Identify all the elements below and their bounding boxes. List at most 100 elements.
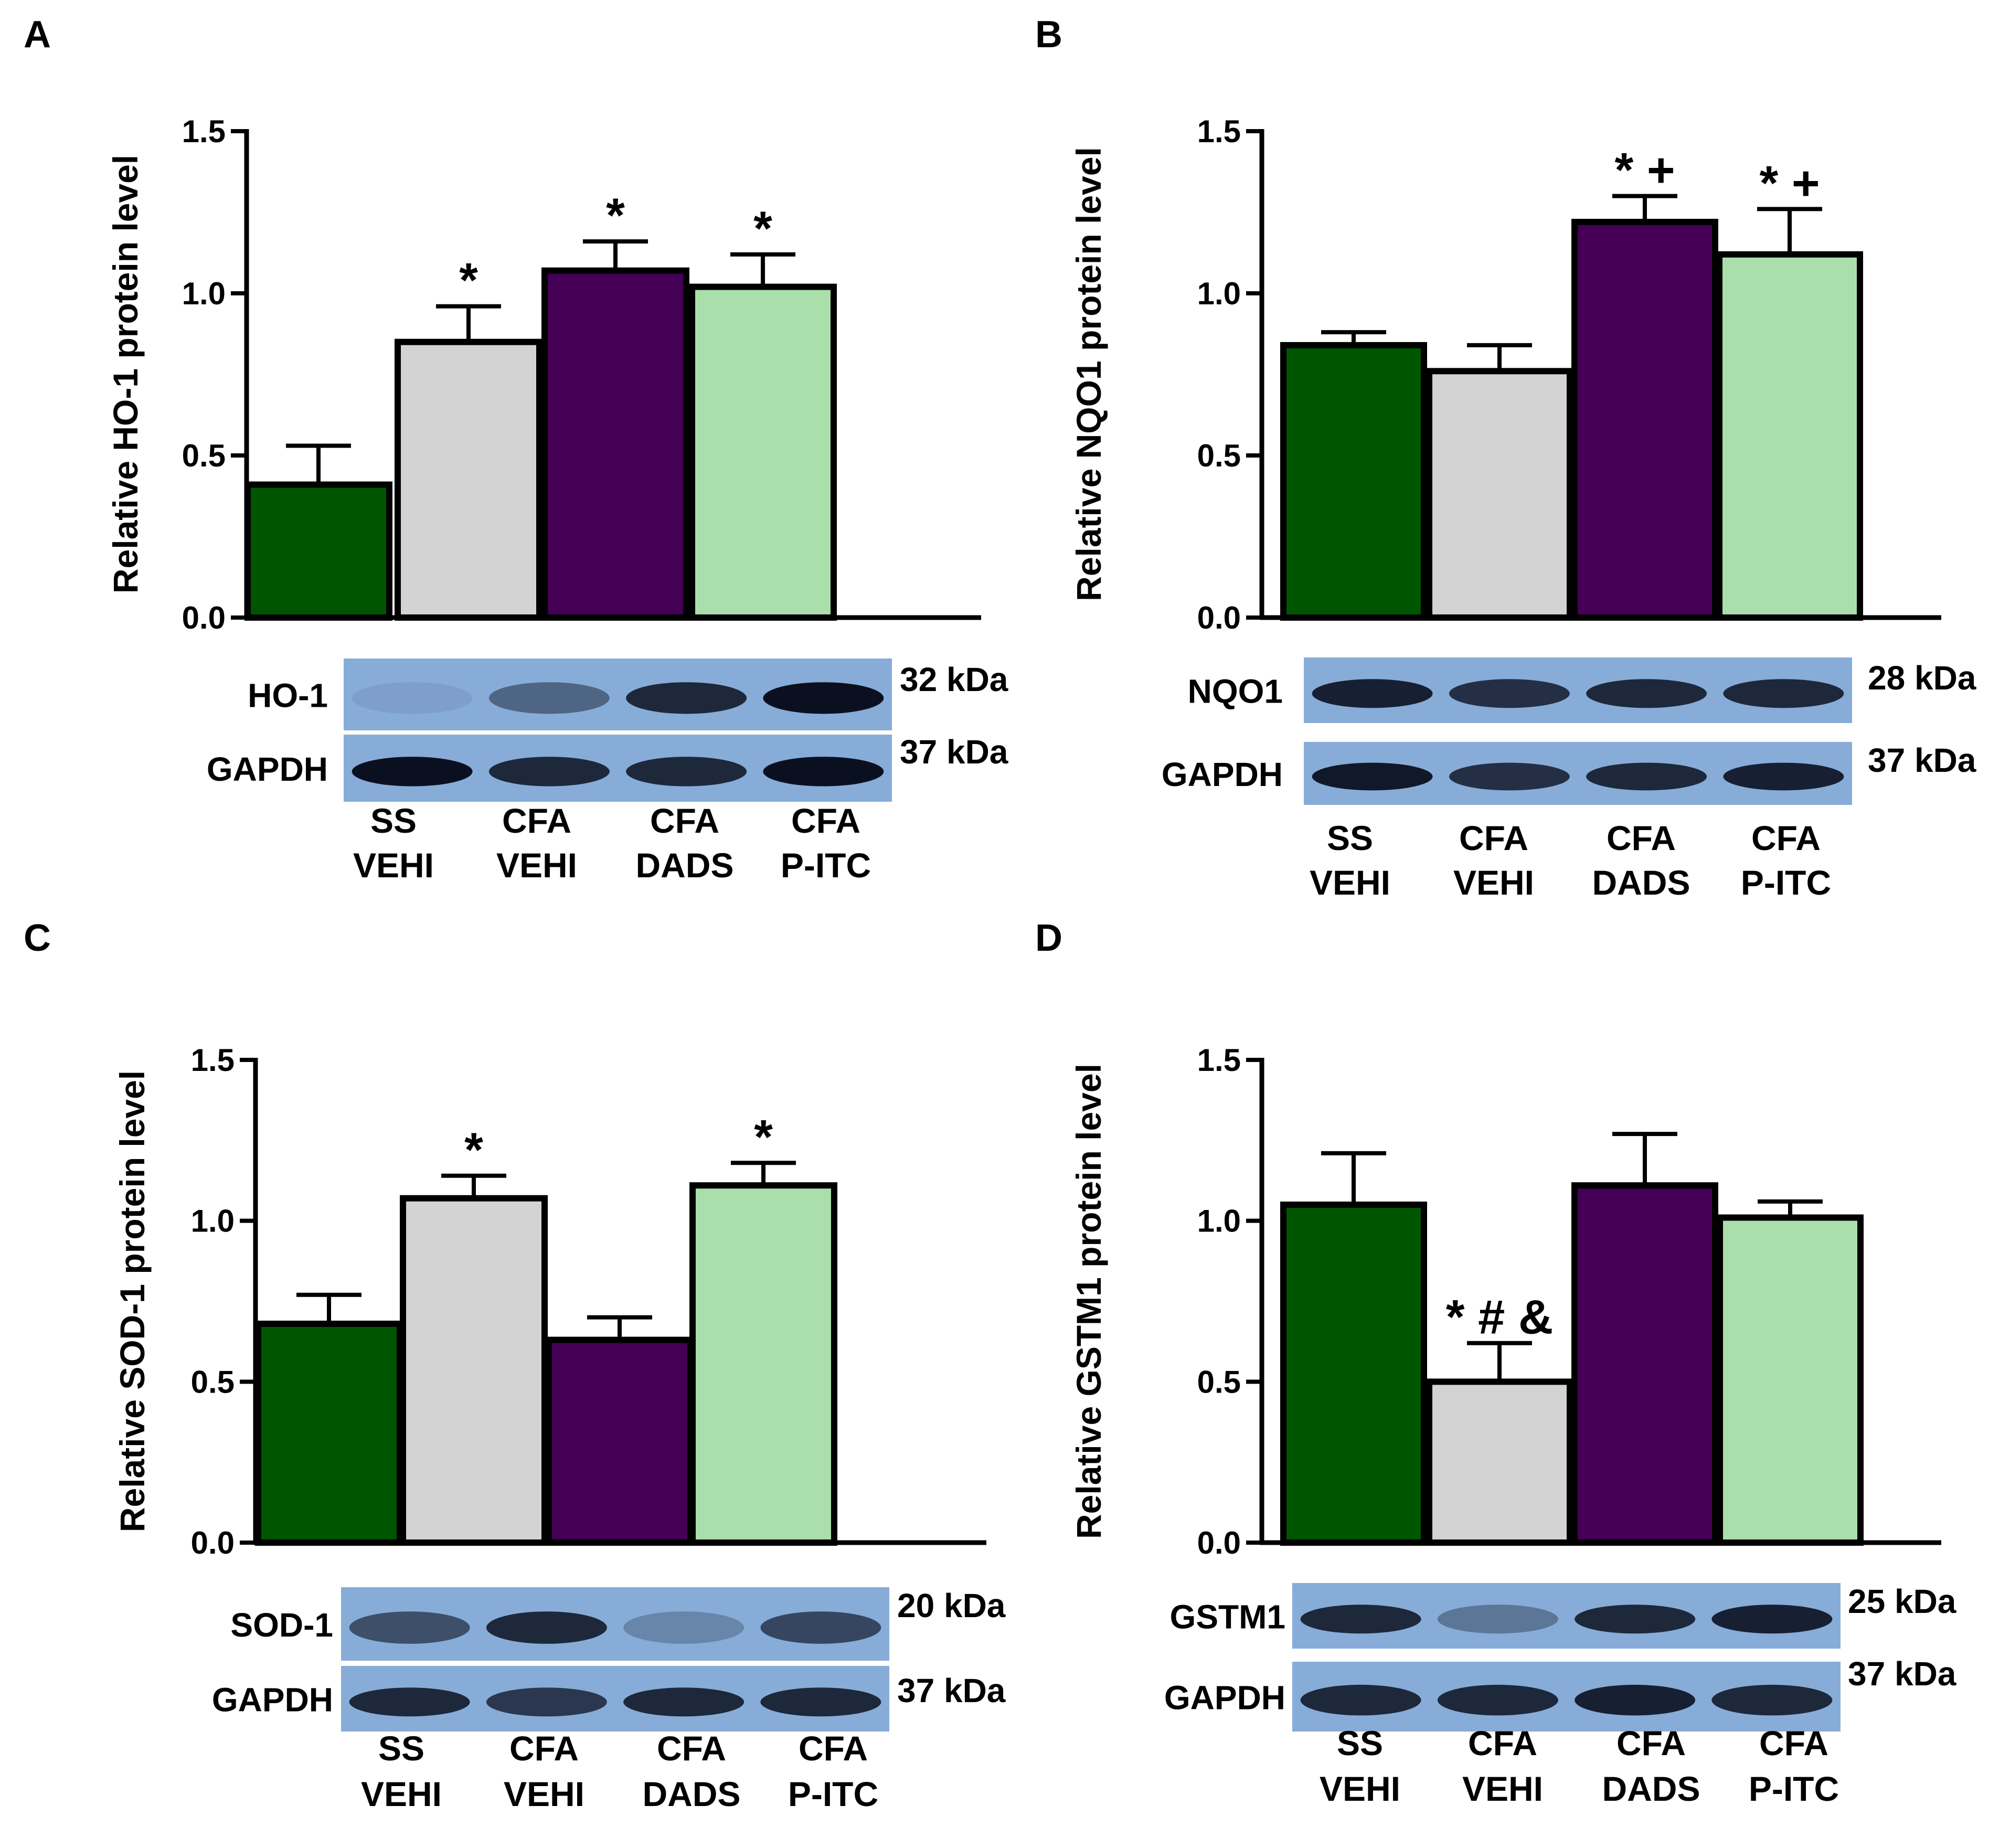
x-tick-label: CFA — [657, 1729, 726, 1768]
bar — [395, 338, 543, 621]
blot-band — [626, 682, 747, 714]
blot-band — [1711, 1684, 1833, 1716]
significance-marker: * # & — [1446, 1291, 1554, 1344]
y-tick-label: 0.5 — [191, 1364, 235, 1399]
blot-label: GAPDH — [1162, 756, 1283, 793]
x-tick-label: VEHI — [1320, 1769, 1400, 1808]
panel-a: A Relative HO-1 protein level 0.0 0.5 1.0 1.5… — [24, 14, 1008, 885]
x-tick-label: P-ITC — [1749, 1769, 1839, 1808]
significance-marker: * — [754, 1110, 773, 1164]
significance-marker: * — [753, 202, 772, 256]
blot-band — [488, 757, 610, 787]
y-tick-label: 0.5 — [182, 438, 226, 473]
blot-band — [763, 757, 884, 787]
blot-band — [763, 682, 884, 714]
y-tick-label: 1.5 — [1197, 114, 1241, 149]
bar — [244, 481, 392, 621]
blot-band — [1437, 1684, 1558, 1716]
y-tick-label: 0.0 — [1197, 1525, 1241, 1560]
bar — [1717, 1214, 1864, 1546]
blot-band — [352, 757, 473, 787]
x-tick-label: VEHI — [361, 1775, 442, 1813]
bar — [1426, 1378, 1573, 1546]
blot-band — [1575, 1684, 1696, 1716]
panel-c: C Relative SOD-1 protein level 0.0 0.5 1.0 1.… — [24, 917, 1006, 1813]
y-axis-label: Relative HO-1 protein level — [106, 155, 145, 593]
blot-band — [626, 757, 747, 787]
x-tick-label: CFA — [1616, 1724, 1686, 1762]
y-tick-label: 1.5 — [191, 1043, 235, 1078]
x-tick-label: VEHI — [1453, 863, 1534, 902]
blot-kda: 28 kDa — [1868, 659, 1976, 697]
y-tick-label: 0.5 — [1197, 1364, 1241, 1399]
bar — [541, 267, 689, 621]
x-tick-label: DADS — [635, 846, 733, 885]
blot-band — [349, 1687, 470, 1717]
x-tick-label: VEHI — [1310, 863, 1390, 902]
x-tick-label: P-ITC — [788, 1775, 878, 1813]
blot-kda: 37 kDa — [1848, 1655, 1956, 1693]
x-tick-label: SS — [1337, 1724, 1383, 1762]
x-tick-label: CFA — [1459, 819, 1528, 857]
blot-band — [486, 1611, 607, 1644]
y-axis-label: Relative NQO1 protein level — [1069, 147, 1108, 601]
y-axis-label: Relative GSTM1 protein level — [1069, 1064, 1108, 1539]
x-tick-label: P-ITC — [781, 846, 871, 885]
blot-band — [760, 1611, 881, 1644]
bar — [1280, 1202, 1427, 1546]
blot-label: GSTM1 — [1170, 1598, 1285, 1636]
x-tick-label: SS — [378, 1729, 424, 1768]
panel-letter: D — [1035, 917, 1062, 959]
x-tick-label: CFA — [791, 801, 860, 840]
bar — [1716, 251, 1863, 621]
blot-kda: 20 kDa — [897, 1587, 1006, 1624]
x-tick-label: P-ITC — [1741, 863, 1831, 902]
bar — [1280, 342, 1427, 621]
x-tick-label: DADS — [642, 1775, 740, 1813]
x-tick-label: CFA — [799, 1729, 868, 1768]
x-tick-label: DADS — [1592, 863, 1690, 902]
blot-kda: 37 kDa — [897, 1672, 1006, 1709]
x-tick-label: CFA — [502, 801, 571, 840]
blot-label: GAPDH — [1164, 1679, 1285, 1717]
x-tick-label: CFA — [650, 801, 719, 840]
blot-band — [623, 1611, 745, 1644]
x-tick-label: VEHI — [353, 846, 434, 885]
bar — [255, 1320, 403, 1546]
x-tick-label: CFA — [1759, 1724, 1828, 1762]
blot-kda: 37 kDa — [1868, 741, 1976, 779]
y-tick-label: 0.0 — [191, 1525, 235, 1560]
blot-band — [1586, 679, 1707, 708]
panel-letter: A — [24, 14, 51, 56]
x-tick-label: CFA — [1468, 1724, 1537, 1762]
significance-marker: * — [606, 189, 625, 242]
panel-d: D Relative GSTM1 protein level 0.0 0.5 1.0 1.… — [1035, 917, 1956, 1808]
blot-band — [760, 1687, 881, 1717]
y-tick-label: 1.5 — [182, 114, 226, 149]
panel-letter: B — [1035, 14, 1062, 56]
x-tick-label: SS — [1327, 819, 1373, 857]
blot-band — [1586, 762, 1707, 791]
y-tick-label: 1.0 — [191, 1204, 235, 1239]
blot-band — [1449, 762, 1570, 791]
x-tick-label: VEHI — [1462, 1769, 1543, 1808]
blot-label: NQO1 — [1188, 673, 1283, 710]
blot-kda: 37 kDa — [900, 733, 1008, 771]
panel-letter: C — [24, 917, 51, 959]
y-tick-label: 1.0 — [1197, 276, 1241, 311]
y-tick-label: 1.0 — [182, 276, 226, 311]
significance-marker: * + — [1759, 156, 1820, 210]
blot-band — [349, 1611, 470, 1644]
y-tick-label: 0.5 — [1197, 438, 1241, 473]
panel-b: B Relative NQO1 protein level 0.0 0.5 1.0 1.5… — [1035, 14, 1976, 902]
x-tick-label: CFA — [1751, 819, 1821, 857]
blot-band — [1300, 1684, 1421, 1716]
blot-kda: 25 kDa — [1848, 1583, 1956, 1620]
blot-band — [352, 682, 473, 714]
blot-kda: 32 kDa — [900, 661, 1008, 698]
blot-band — [1437, 1605, 1558, 1634]
blot-band — [623, 1687, 745, 1717]
y-tick-label: 0.0 — [1197, 600, 1241, 635]
blot-band — [1312, 762, 1433, 791]
x-tick-label: CFA — [1607, 819, 1676, 857]
